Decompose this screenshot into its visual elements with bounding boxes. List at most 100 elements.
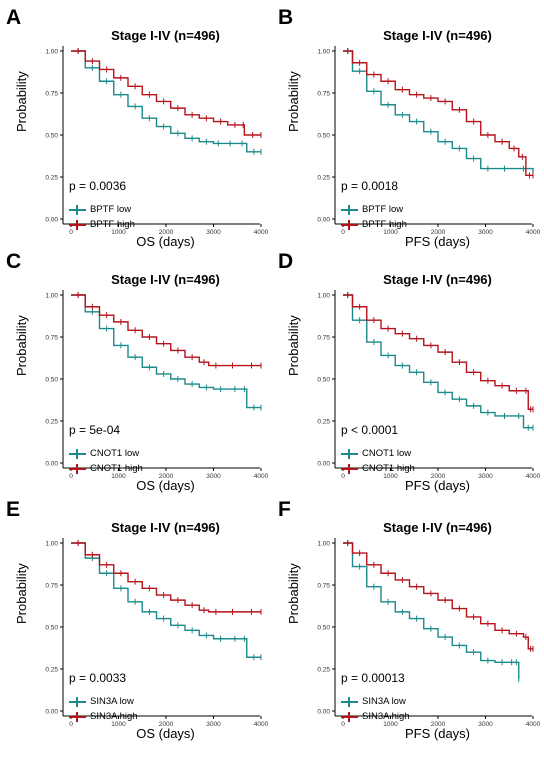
legend: CNOT1 low CNOT1 high xyxy=(69,446,143,476)
y-tick-label: 0.00 xyxy=(317,461,330,468)
legend-item: SIN3A low xyxy=(69,694,138,709)
y-tick-label: 0.75 xyxy=(45,91,58,98)
legend-label: BPTF low xyxy=(90,204,132,215)
y-axis-title: Probability xyxy=(286,563,301,624)
p-value: p < 0.0001 xyxy=(341,423,399,437)
legend-tick xyxy=(348,219,350,230)
panel-letter: C xyxy=(6,250,22,273)
survival-curve-high xyxy=(71,294,261,367)
y-tick-label: 0.25 xyxy=(45,667,58,674)
legend-label: CNOT1 high xyxy=(362,463,415,474)
legend: BPTF low BPTF high xyxy=(341,202,407,232)
x-axis-title: PFS (days) xyxy=(404,478,470,493)
legend-swatch xyxy=(69,711,86,722)
x-tick-label: 1000 xyxy=(383,721,398,728)
legend-tick xyxy=(76,711,78,722)
panel-letter: D xyxy=(278,250,294,273)
y-tick-label: 1.00 xyxy=(45,49,58,56)
legend-label: BPTF high xyxy=(90,219,135,230)
chart-svg: 0.00 0.25 0.50 0.75 1.00 0 1000 2000 3000 4000 xyxy=(317,538,541,728)
panel-title: Stage I-IV (n=496) xyxy=(111,272,220,287)
x-tick-label: 0 xyxy=(341,721,345,728)
x-tick-label: 0 xyxy=(341,229,345,236)
panel-title: Stage I-IV (n=496) xyxy=(383,520,492,535)
x-tick-label: 2000 xyxy=(159,229,174,236)
legend-item: CNOT1 high xyxy=(69,461,143,476)
y-tick-label: 0.00 xyxy=(45,461,58,468)
x-axis-title: PFS (days) xyxy=(404,726,470,741)
p-value: p = 0.0018 xyxy=(341,179,399,193)
legend-tick xyxy=(348,204,350,215)
y-tick-label: 0.75 xyxy=(317,91,330,98)
y-tick-label: 0.50 xyxy=(317,625,330,632)
x-tick-label: 4000 xyxy=(254,473,269,480)
legend-label: CNOT1 low xyxy=(362,448,412,459)
legend: CNOT1 low CNOT1 high xyxy=(341,446,415,476)
y-tick-label: 0.25 xyxy=(45,419,58,426)
legend-tick xyxy=(76,448,78,459)
panel-title: Stage I-IV (n=496) xyxy=(383,28,492,43)
legend-swatch xyxy=(341,219,358,230)
legend-swatch xyxy=(69,696,86,707)
y-tick-label: 0.25 xyxy=(317,175,330,182)
y-tick-label: 0.75 xyxy=(45,583,58,590)
legend-tick xyxy=(348,696,350,707)
legend-item: BPTF high xyxy=(69,217,135,232)
legend-label: SIN3A low xyxy=(90,696,134,707)
y-tick-label: 0.00 xyxy=(45,217,58,224)
y-axis-title: Probability xyxy=(14,71,29,132)
p-value: p = 0.00013 xyxy=(341,671,405,685)
x-tick-label: 0 xyxy=(69,473,73,480)
y-tick-label: 0.50 xyxy=(317,133,330,140)
chart-svg: 0.00 0.25 0.50 0.75 1.00 0 1000 2000 3000 4000 xyxy=(317,290,541,480)
x-tick-label: 3000 xyxy=(206,721,221,728)
legend-item: CNOT1 low xyxy=(69,446,143,461)
chart-panel-e: 0.00 0.25 0.50 0.75 1.00 0 1000 2000 3000 4000 E St… xyxy=(6,498,272,744)
chart-panel-d: 0.00 0.25 0.50 0.75 1.00 0 1000 2000 3000 4000 D St… xyxy=(278,250,544,496)
legend-item: SIN3A high xyxy=(69,709,138,724)
legend-swatch xyxy=(69,463,86,474)
x-axis-title: OS (days) xyxy=(136,726,195,741)
legend-tick xyxy=(348,463,350,474)
chart-svg: 0.00 0.25 0.50 0.75 1.00 0 1000 2000 3000 4000 xyxy=(45,290,269,480)
legend-item: BPTF low xyxy=(69,202,135,217)
y-axis-title: Probability xyxy=(286,315,301,376)
x-tick-label: 4000 xyxy=(254,229,269,236)
y-tick-label: 0.50 xyxy=(317,377,330,384)
legend-label: CNOT1 low xyxy=(90,448,140,459)
legend-label: CNOT1 high xyxy=(90,463,143,474)
legend: SIN3A low SIN3A high xyxy=(69,694,138,724)
y-axis-title: Probability xyxy=(14,315,29,376)
y-tick-label: 0.00 xyxy=(317,217,330,224)
x-tick-label: 3000 xyxy=(478,229,493,236)
legend-tick xyxy=(76,204,78,215)
x-tick-label: 2000 xyxy=(159,721,174,728)
x-tick-label: 2000 xyxy=(431,721,446,728)
y-tick-label: 1.00 xyxy=(317,49,330,56)
legend-item: BPTF high xyxy=(341,217,407,232)
x-tick-label: 3000 xyxy=(478,473,493,480)
x-tick-label: 2000 xyxy=(431,229,446,236)
x-axis-title: PFS (days) xyxy=(404,234,470,249)
x-tick-label: 4000 xyxy=(526,229,541,236)
survival-curve-low xyxy=(343,294,533,429)
legend-label: BPTF low xyxy=(362,204,404,215)
chart-panel-b: 0.00 0.25 0.50 0.75 1.00 0 1000 2000 3000 4000 B St… xyxy=(278,6,544,252)
panel-letter: F xyxy=(278,498,291,521)
x-tick-label: 0 xyxy=(341,473,345,480)
survival-curve-low xyxy=(343,50,534,172)
survival-curve-high xyxy=(343,50,533,177)
legend-swatch xyxy=(69,448,86,459)
chart-svg: 0.00 0.25 0.50 0.75 1.00 0 1000 2000 3000 4000 xyxy=(317,46,541,236)
chart-svg: 0.00 0.25 0.50 0.75 1.00 0 1000 2000 3000 4000 xyxy=(45,538,269,728)
x-tick-label: 4000 xyxy=(526,721,541,728)
x-tick-label: 3000 xyxy=(206,473,221,480)
legend-label: BPTF high xyxy=(362,219,407,230)
legend-swatch xyxy=(69,204,86,215)
legend-item: BPTF low xyxy=(341,202,407,217)
y-tick-label: 0.25 xyxy=(45,175,58,182)
y-axis-title: Probability xyxy=(286,71,301,132)
x-tick-label: 1000 xyxy=(111,721,126,728)
y-tick-label: 0.25 xyxy=(317,667,330,674)
